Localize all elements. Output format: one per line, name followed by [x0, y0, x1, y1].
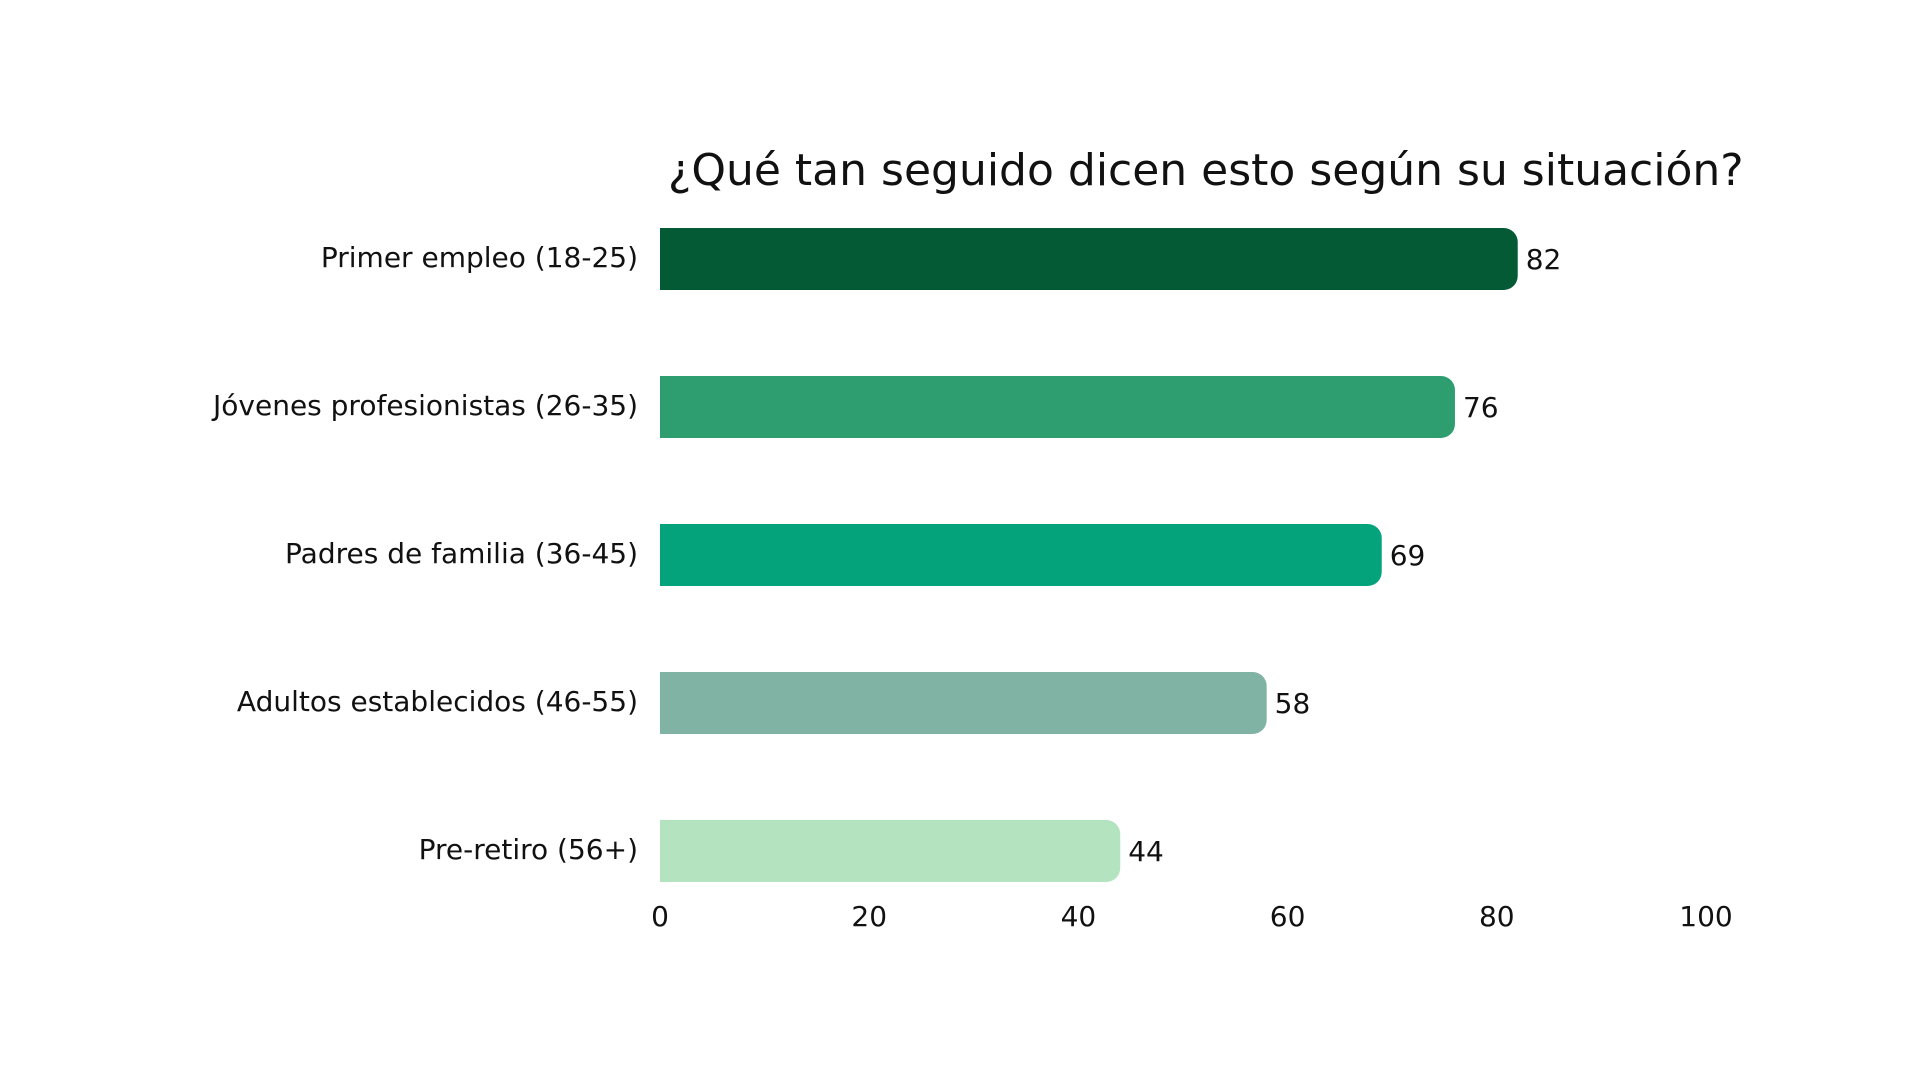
category-label-adultos-establecidos-46-55: Adultos establecidos (46-55): [237, 685, 638, 718]
category-label-pre-retiro-56: Pre-retiro (56+): [419, 833, 638, 866]
value-label-primer-empleo-18-25: 82: [1526, 243, 1562, 276]
x-axis: 0 20 40 60 80 100: [651, 900, 1733, 933]
bar-jovenes-profesionistas-26-35: [660, 376, 1455, 438]
value-label-jovenes-profesionistas-26-35: 76: [1463, 391, 1499, 424]
bars-layer: Primer empleo (18-25) 82 Jóvenes profesion…: [211, 228, 1561, 882]
bar-primer-empleo-18-25: [660, 228, 1518, 290]
category-label-primer-empleo-18-25: Primer empleo (18-25): [321, 241, 638, 274]
chart-title: ¿Qué tan seguido dicen esto según su sit…: [668, 145, 1744, 196]
category-label-padres-de-familia-36-45: Padres de familia (36-45): [285, 537, 638, 570]
value-label-padres-de-familia-36-45: 69: [1390, 539, 1426, 572]
x-tick-label-100: 100: [1679, 900, 1732, 933]
value-label-adultos-establecidos-46-55: 58: [1275, 687, 1311, 720]
bar-adultos-establecidos-46-55: [660, 672, 1267, 734]
category-label-jovenes-profesionistas-26-35: Jóvenes profesionistas (26-35): [211, 389, 638, 422]
value-label-pre-retiro-56: 44: [1128, 835, 1164, 868]
x-tick-label-60: 60: [1270, 900, 1306, 933]
x-tick-label-20: 20: [851, 900, 887, 933]
bar-padres-de-familia-36-45: [660, 524, 1382, 586]
x-tick-label-40: 40: [1061, 900, 1097, 933]
bar-pre-retiro-56: [660, 820, 1121, 882]
x-tick-label-0: 0: [651, 900, 669, 933]
x-tick-label-80: 80: [1479, 900, 1515, 933]
